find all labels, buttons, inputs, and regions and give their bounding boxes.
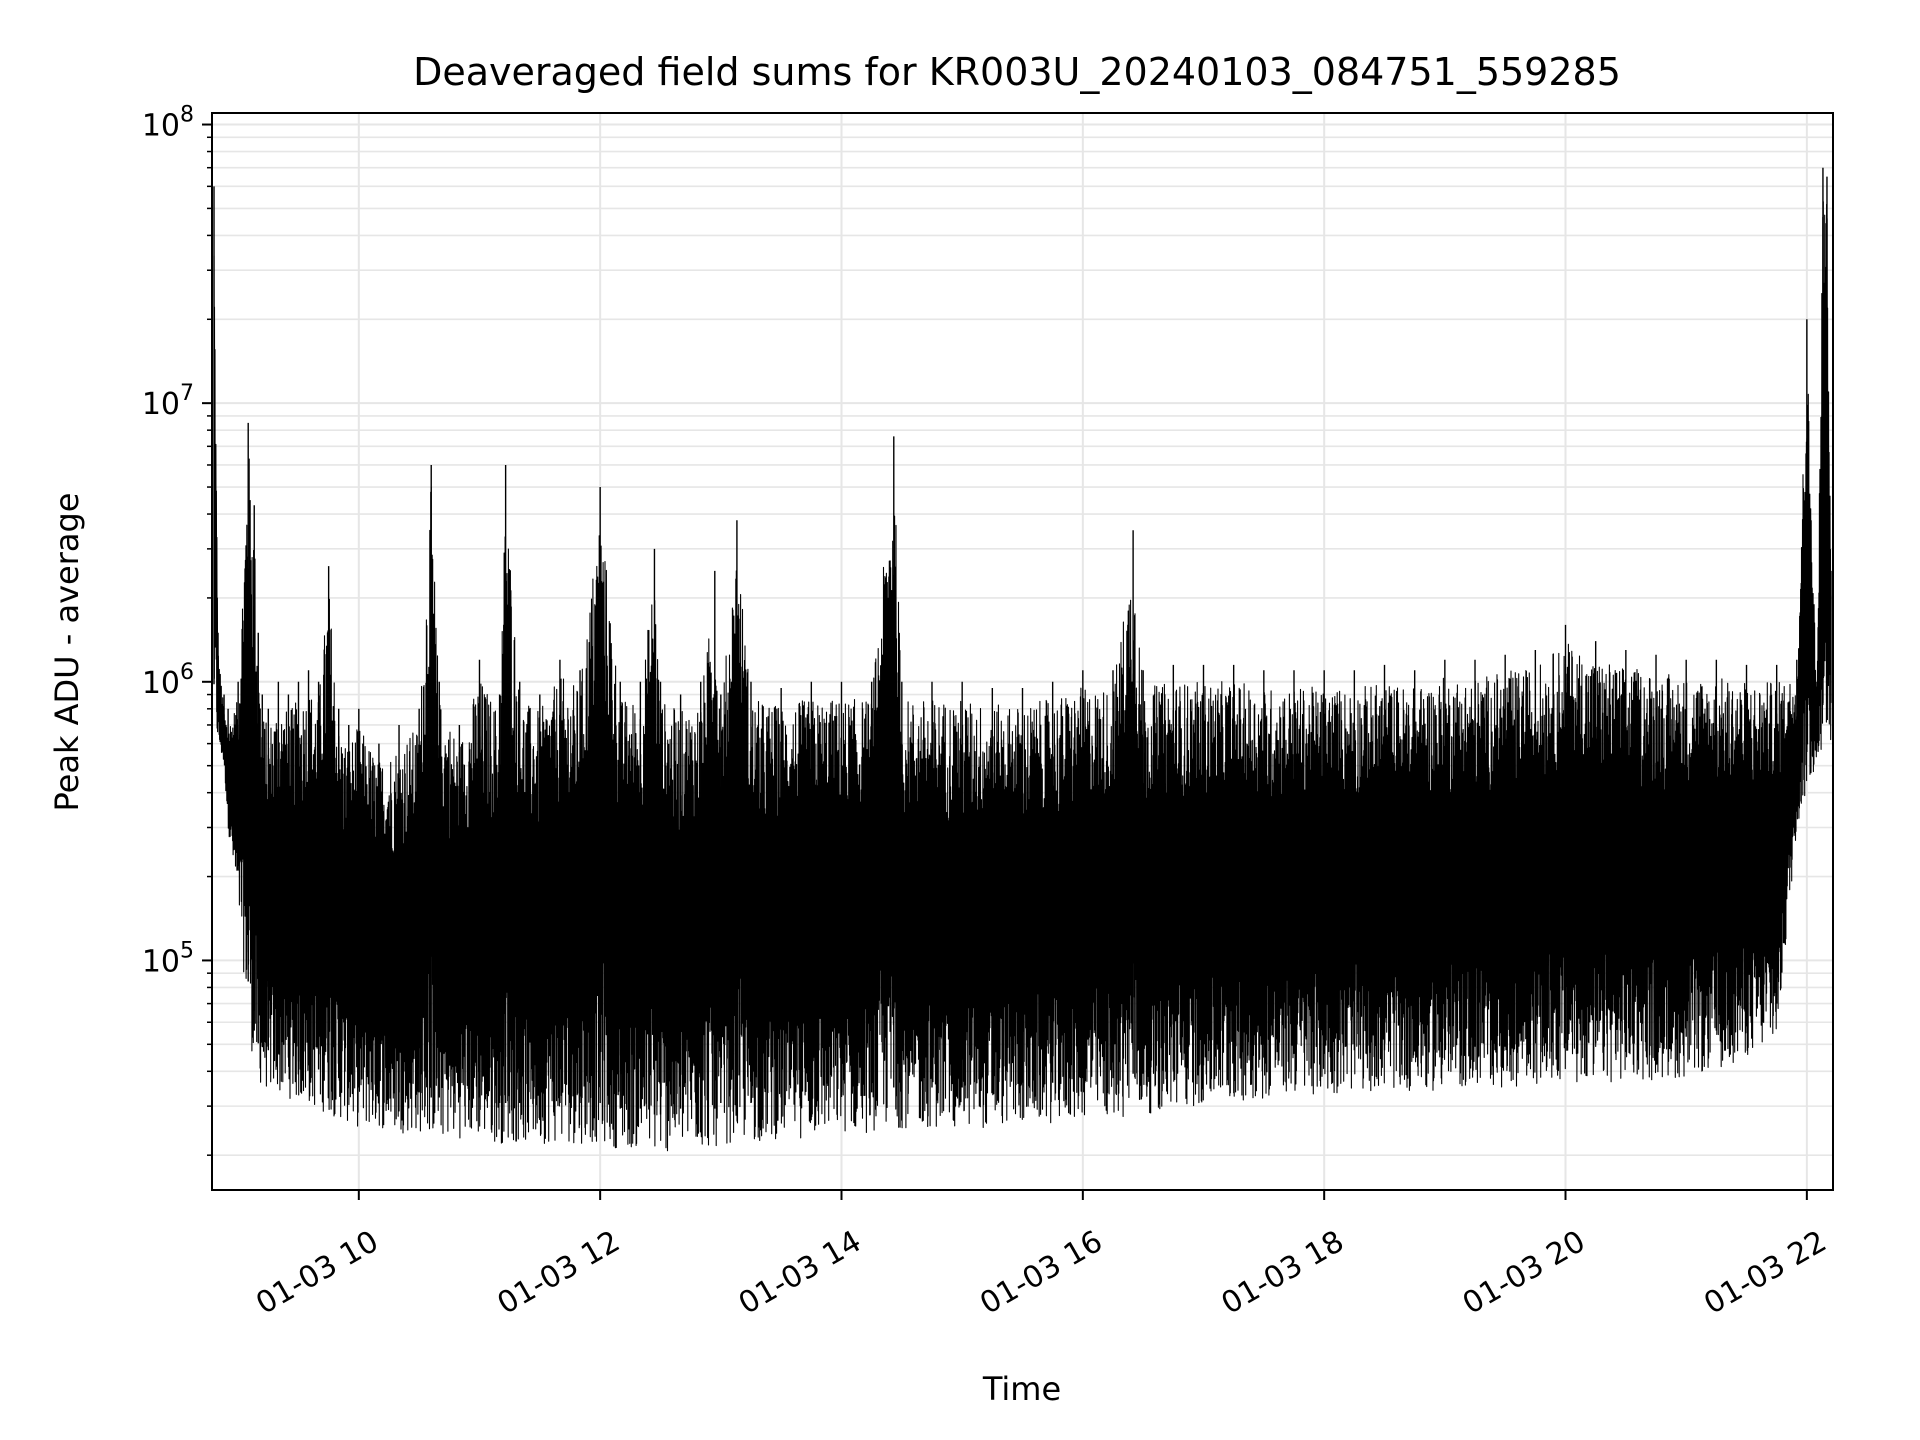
y-tick-label: 108: [142, 103, 194, 144]
x-axis-title: Time: [982, 1370, 1061, 1408]
chart-title: Deaveraged field sums for KR003U_2024010…: [413, 50, 1621, 94]
y-tick-label: 105: [142, 938, 194, 979]
y-axis: 105 106 107 108: [142, 103, 212, 1156]
plot-frame: [211, 112, 1834, 1191]
y-tick-label: 107: [142, 381, 194, 422]
y-tick-label: 106: [142, 660, 194, 701]
y-axis-title: Peak ADU - average: [48, 493, 86, 812]
series-layer: [213, 167, 1832, 1152]
